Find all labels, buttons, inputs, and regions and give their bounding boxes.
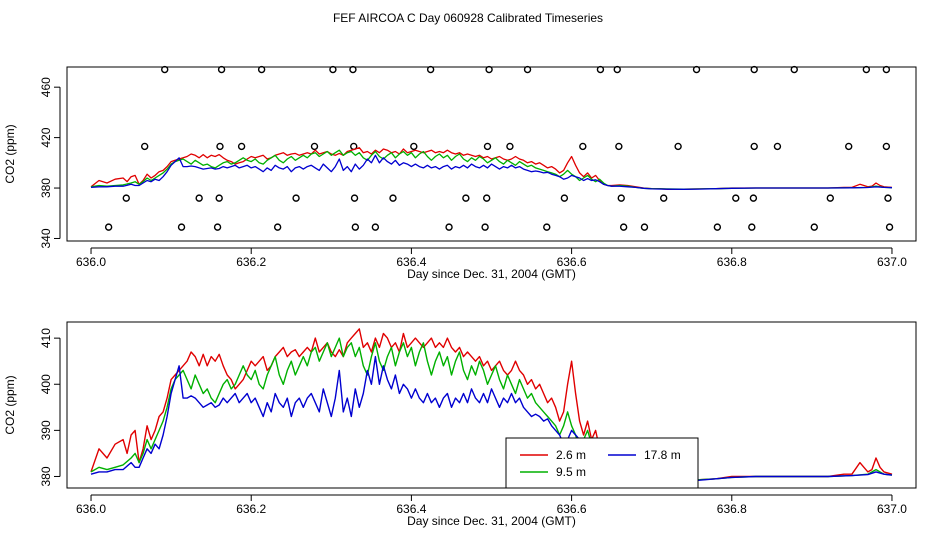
data-point-marker xyxy=(810,223,818,231)
y-axis-label: CO2 (ppm) xyxy=(3,124,17,183)
data-point-marker xyxy=(349,65,357,74)
data-point-marker xyxy=(773,142,782,151)
x-tick-label: 637.0 xyxy=(877,502,907,516)
data-point-marker xyxy=(692,65,701,74)
data-point-marker xyxy=(292,194,300,202)
data-point-marker xyxy=(481,223,489,231)
legend-label: 9.5 m xyxy=(556,465,586,479)
data-point-marker xyxy=(713,223,722,231)
legend-label: 2.6 m xyxy=(556,448,586,462)
x-tick-label: 636.6 xyxy=(557,502,587,516)
y-tick-label: 420 xyxy=(39,127,53,147)
data-point-marker xyxy=(506,142,514,151)
data-point-marker xyxy=(845,142,853,151)
top-series-line xyxy=(90,149,893,190)
plot-frame xyxy=(66,321,917,489)
figure-title: FEF AIRCOA C Day 060928 Calibrated Times… xyxy=(333,11,603,25)
data-point-marker xyxy=(140,142,149,151)
data-point-marker xyxy=(882,142,891,151)
data-point-marker xyxy=(426,65,435,74)
y-tick-label: 380 xyxy=(39,178,53,198)
data-point-marker xyxy=(177,223,186,231)
y-tick-label: 390 xyxy=(39,420,53,440)
data-point-marker xyxy=(617,194,625,202)
x-tick-label: 637.0 xyxy=(877,255,907,269)
data-point-marker xyxy=(485,65,493,74)
x-axis-label: Day since Dec. 31, 2004 (GMT) xyxy=(407,514,576,528)
data-point-marker xyxy=(732,194,740,202)
data-point-marker xyxy=(790,65,798,74)
data-point-marker xyxy=(161,65,169,74)
bottom-chart-panel: 636.0 636.2 636.4 636.6 636.8 637.0 Day since … xyxy=(3,321,917,528)
data-point-marker xyxy=(615,142,623,151)
data-point-marker xyxy=(389,194,397,202)
data-point-marker xyxy=(216,142,224,151)
data-point-marker xyxy=(750,65,758,74)
data-point-marker xyxy=(826,194,834,202)
x-tick-label: 636.6 xyxy=(557,255,587,269)
data-point-marker xyxy=(213,223,222,231)
legend-box xyxy=(505,437,699,489)
data-point-marker xyxy=(310,142,319,151)
x-tick-label: 636.2 xyxy=(236,502,266,516)
data-point-marker xyxy=(217,65,226,74)
series-line-2-6-mm xyxy=(90,328,893,482)
data-point-marker xyxy=(350,194,359,202)
data-point-marker xyxy=(750,142,758,151)
y-tick-label: 400 xyxy=(39,374,53,394)
data-point-marker xyxy=(483,142,492,151)
data-point-marker xyxy=(371,223,380,231)
data-point-marker xyxy=(748,223,756,231)
y-tick-label: 410 xyxy=(39,328,53,348)
top-chart-panel: 636.0 636.2 636.4 636.6 636.8 637.0 Day since … xyxy=(3,65,917,281)
data-point-marker xyxy=(619,223,628,231)
x-tick-label: 636.8 xyxy=(717,502,747,516)
x-tick-label: 636.2 xyxy=(236,255,266,269)
data-point-marker xyxy=(885,223,894,231)
data-point-marker xyxy=(482,194,491,202)
data-point-marker xyxy=(273,223,282,231)
y-tick-label: 340 xyxy=(39,228,53,248)
y-axis-label: CO2 (ppm) xyxy=(3,375,17,434)
x-tick-label: 636.0 xyxy=(76,502,106,516)
data-point-marker xyxy=(560,194,569,202)
data-point-marker xyxy=(104,223,113,231)
data-point-marker xyxy=(674,142,682,151)
plot-frame xyxy=(66,66,917,242)
data-point-marker xyxy=(884,194,892,202)
data-point-marker xyxy=(195,194,203,202)
data-point-marker xyxy=(410,142,418,151)
data-point-marker xyxy=(660,194,668,202)
series-line-9-5-mm xyxy=(90,337,893,481)
data-point-marker xyxy=(579,142,587,151)
data-point-marker xyxy=(882,65,891,74)
x-tick-label: 636.0 xyxy=(76,255,106,269)
data-point-marker xyxy=(351,223,360,231)
data-point-marker xyxy=(215,194,223,202)
data-point-marker xyxy=(613,65,621,74)
data-point-marker xyxy=(640,223,649,231)
data-point-marker xyxy=(523,65,532,74)
data-point-marker xyxy=(445,223,453,231)
data-point-marker xyxy=(862,65,871,74)
data-point-marker xyxy=(749,194,758,202)
data-point-marker xyxy=(122,194,130,202)
x-tick-label: 636.8 xyxy=(717,255,747,269)
top-series-line xyxy=(90,154,893,190)
x-tick-label: 636.4 xyxy=(396,255,426,269)
data-point-marker xyxy=(237,142,246,151)
y-tick-label: 460 xyxy=(39,77,53,97)
data-point-marker xyxy=(596,65,605,74)
legend-label: 17.8 m xyxy=(644,448,681,462)
data-point-marker xyxy=(462,194,470,202)
x-tick-label: 636.4 xyxy=(396,502,426,516)
data-point-marker xyxy=(257,65,266,74)
data-point-marker xyxy=(543,223,551,231)
x-axis-label: Day since Dec. 31, 2004 (GMT) xyxy=(407,267,576,281)
data-point-marker xyxy=(329,65,337,74)
y-tick-label: 380 xyxy=(39,466,53,486)
